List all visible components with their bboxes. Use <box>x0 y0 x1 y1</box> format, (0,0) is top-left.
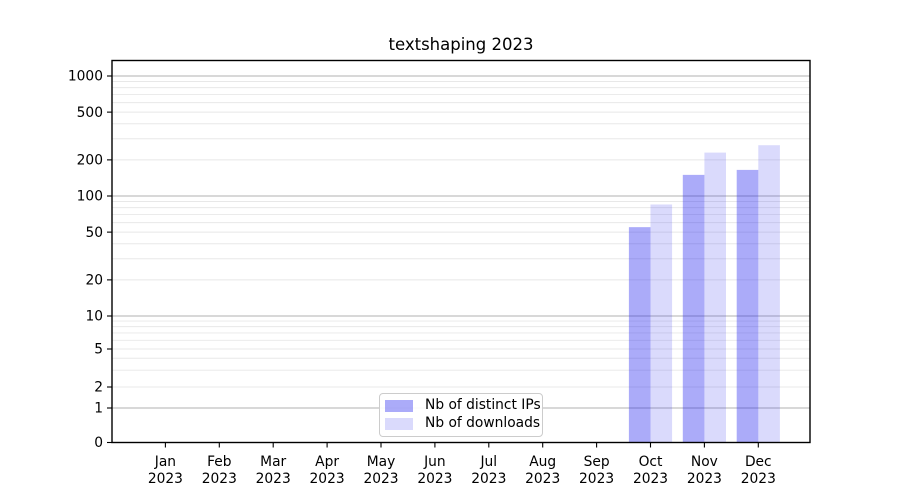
legend-swatch-distinct-ips-icon <box>385 400 413 412</box>
x-tick-label-year: 2023 <box>148 471 183 487</box>
y-tick-label: 200 <box>77 153 103 169</box>
y-tick-label: 20 <box>85 273 103 289</box>
legend-entry-downloads: Nb of downloads <box>385 416 540 433</box>
y-tick-label: 2 <box>94 380 103 396</box>
bar-downloads-dec <box>758 145 780 443</box>
y-tick-label: 0 <box>94 435 103 451</box>
x-tick-label-month: Jun <box>423 454 446 470</box>
x-tick-label-month: Jul <box>479 454 497 470</box>
legend-label-downloads: Nb of downloads <box>425 415 541 432</box>
bar-downloads-oct <box>650 204 673 443</box>
x-tick-label-month: Nov <box>691 454 718 470</box>
bar-downloads-nov <box>704 152 726 443</box>
x-tick-label-year: 2023 <box>417 471 452 487</box>
x-tick-label-year: 2023 <box>525 471 560 487</box>
legend-entry-distinct-ips: Nb of distinct IPs <box>385 398 541 415</box>
bar-distinct-ips-nov <box>682 174 705 443</box>
x-tick-label-year: 2023 <box>363 471 398 487</box>
y-tick-label: 1000 <box>68 69 103 85</box>
y-tick-label: 1 <box>94 401 103 417</box>
x-tick-label-year: 2023 <box>579 471 614 487</box>
legend-label-distinct-ips: Nb of distinct IPs <box>425 397 541 414</box>
y-tick-label: 10 <box>85 309 103 325</box>
x-tick-label-month: Dec <box>745 454 772 470</box>
plot-border <box>111 59 811 444</box>
bar-distinct-ips-dec <box>736 169 759 443</box>
x-tick-label-year: 2023 <box>202 471 237 487</box>
x-tick-label-year: 2023 <box>310 471 345 487</box>
x-tick-label-month: Jan <box>154 454 176 470</box>
legend: Nb of distinct IPs Nb of downloads <box>379 393 543 437</box>
x-tick-label-month: Oct <box>639 454 663 470</box>
x-tick-label-month: May <box>367 454 396 470</box>
x-tick-label-month: Mar <box>260 454 286 470</box>
y-tick-label: 5 <box>94 342 103 358</box>
x-tick-label-year: 2023 <box>741 471 776 487</box>
y-tick-label: 50 <box>85 225 103 241</box>
x-tick-label-year: 2023 <box>633 471 668 487</box>
legend-swatch-downloads-icon <box>385 418 413 430</box>
y-tick-label: 100 <box>77 189 103 205</box>
x-tick-label-month: Apr <box>315 454 339 470</box>
chart-title: textshaping 2023 <box>388 35 534 54</box>
x-tick-label-year: 2023 <box>256 471 291 487</box>
bar-distinct-ips-oct <box>628 227 651 443</box>
x-tick-label-year: 2023 <box>471 471 506 487</box>
x-tick-label-month: Sep <box>584 454 610 470</box>
y-tick-label: 500 <box>77 105 103 121</box>
x-tick-label-year: 2023 <box>687 471 722 487</box>
x-tick-label-month: Feb <box>207 454 231 470</box>
x-tick-label-month: Aug <box>529 454 556 470</box>
